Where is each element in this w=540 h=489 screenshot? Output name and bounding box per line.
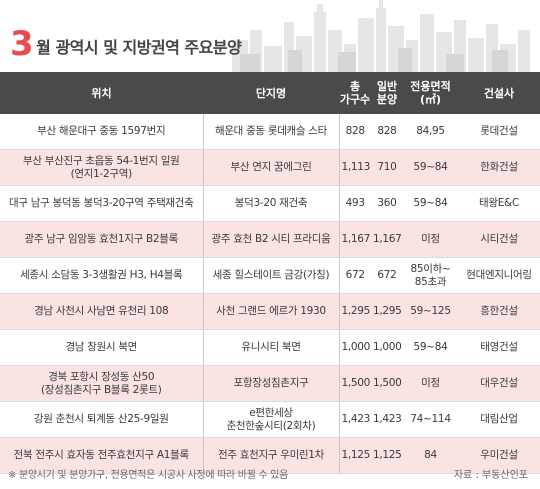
cell-sale: 1,295 [371, 293, 403, 330]
title-banner: 3 월 광역시 및 지방권역 주요분양 [0, 0, 540, 72]
table-row: 강원 춘천시 퇴계동 산25-9일원 e편한세상 춘천한숲시티(2회차) 1,42… [0, 401, 540, 438]
cell-area: 59~84 [403, 185, 458, 222]
cell-builder: 흥한건설 [458, 293, 540, 330]
cell-location: 부산 부산진구 초읍동 54-1번지 일원 (연지1-2구역) [0, 149, 204, 186]
cell-complex: e편한세상 춘천한숲시티(2회차) [203, 401, 340, 438]
table-header-row: 위치 단지명 총 가구수 일반 분양 전용면적 (㎡) 건설사 [0, 72, 540, 114]
cell-total: 672 [339, 257, 371, 294]
cell-location: 경남 사천시 사남면 유천리 108 [0, 293, 204, 330]
cell-builder: 대림산업 [458, 401, 540, 438]
cell-location: 경남 창원시 북면 [0, 329, 204, 366]
source-credit: 자료 : 부동산인포 [453, 470, 528, 481]
cell-sale: 672 [371, 257, 403, 294]
col-header-area: 전용면적 (㎡) [403, 72, 458, 114]
cell-complex: 부산 연지 꿈에그린 [203, 149, 340, 186]
cell-sale: 360 [371, 185, 403, 222]
cell-total: 1,000 [339, 329, 371, 366]
cell-sale: 710 [371, 149, 403, 186]
cell-total: 1,500 [339, 365, 371, 402]
cell-sale: 828 [371, 114, 403, 150]
cell-builder: 대우건설 [458, 365, 540, 402]
cell-location: 경북 포항시 장성동 산50 (장성침촌지구 B블록 2롯트) [0, 365, 204, 402]
table-row: 세종시 소담동 3-3생활권 H3, H4블록 세종 힐스테이트 금강(가칭) … [0, 257, 540, 294]
title-text: 월 광역시 및 지방권역 주요분양 [36, 38, 242, 57]
table-row: 경남 사천시 사남면 유천리 108 사천 그랜드 에르가 1930 1,295… [0, 293, 540, 330]
table-row: 부산 해운대구 중동 1597번지 해운대 중동 롯데캐슬 스타 828 828… [0, 114, 540, 150]
col-header-location: 위치 [0, 72, 203, 114]
col-header-complex: 단지명 [203, 72, 339, 114]
cell-complex: 세종 힐스테이트 금강(가칭) [203, 257, 340, 294]
cell-builder: 한화건설 [458, 149, 540, 186]
cell-total: 1,423 [339, 401, 371, 438]
apartment-sales-table: 위치 단지명 총 가구수 일반 분양 전용면적 (㎡) 건설사 부산 해운대구 중동 … [0, 72, 540, 474]
cell-builder: 태왕E&C [458, 185, 540, 222]
cell-area: 84 [403, 437, 458, 474]
title-month-number: 3 [10, 24, 34, 64]
table-row: 경북 포항시 장성동 산50 (장성침촌지구 B블록 2롯트) 포항장성침촌지구 … [0, 365, 540, 402]
cell-total: 1,113 [339, 149, 371, 186]
cell-complex: 해운대 중동 롯데캐슬 스타 [203, 114, 340, 150]
cell-location: 전북 전주시 효자동 전주효천지구 A1블록 [0, 437, 204, 474]
table-row: 대구 남구 봉덕동 봉덕3-20구역 주택재건축 봉덕3-20 재건축 493 … [0, 185, 540, 222]
table-row: 경남 창원시 북면 유니시티 북면 1,000 1,000 59~84 태영건설 [0, 329, 540, 366]
cell-sale: 1,000 [371, 329, 403, 366]
cell-complex: 봉덕3-20 재건축 [203, 185, 340, 222]
cell-builder: 우미건설 [458, 437, 540, 474]
cell-area: 미정 [403, 365, 458, 402]
cell-location: 광주 남구 임암동 효천1지구 B2블록 [0, 221, 204, 258]
cell-location: 강원 춘천시 퇴계동 산25-9일원 [0, 401, 204, 438]
cell-complex: 포항장성침촌지구 [203, 365, 340, 402]
cell-complex: 광주 효천 B2 시티 프라디움 [203, 221, 340, 258]
cell-area: 85이하~ 85초과 [403, 257, 458, 294]
cell-sale: 1,423 [371, 401, 403, 438]
cell-area: 59~125 [403, 293, 458, 330]
cell-area: 59~84 [403, 329, 458, 366]
table-row: 광주 남구 임암동 효천1지구 B2블록 광주 효천 B2 시티 프라디움 1,… [0, 221, 540, 258]
page-title: 3 월 광역시 및 지방권역 주요분양 [10, 20, 242, 64]
city-skyline-illustration [232, 0, 530, 72]
cell-area: 74~114 [403, 401, 458, 438]
cell-builder: 시티건설 [458, 221, 540, 258]
cell-total: 1,167 [339, 221, 371, 258]
cell-total: 828 [339, 114, 371, 150]
cell-area: 미정 [403, 221, 458, 258]
cell-area: 84,95 [403, 114, 458, 150]
cell-total: 493 [339, 185, 371, 222]
cell-sale: 1,125 [371, 437, 403, 474]
cell-complex: 유니시티 북면 [203, 329, 340, 366]
cell-area: 59~84 [403, 149, 458, 186]
cell-total: 1,125 [339, 437, 371, 474]
cell-location: 대구 남구 봉덕동 봉덕3-20구역 주택재건축 [0, 185, 204, 222]
cell-complex: 사천 그랜드 에르가 1930 [203, 293, 340, 330]
col-header-total: 총 가구수 [339, 72, 371, 114]
table-row: 부산 부산진구 초읍동 54-1번지 일원 (연지1-2구역) 부산 연지 꿈에그… [0, 149, 540, 186]
cell-location: 세종시 소담동 3-3생활권 H3, H4블록 [0, 257, 204, 294]
cell-sale: 1,500 [371, 365, 403, 402]
cell-complex: 전주 효천지구 우미린1차 [203, 437, 340, 474]
cell-sale: 1,167 [371, 221, 403, 258]
footnote: ※ 분양시기 및 분양가구, 전용면적은 시공사 사정에 따라 바뀔 수 있음 [8, 470, 289, 481]
col-header-builder: 건설사 [458, 72, 540, 114]
cell-builder: 태영건설 [458, 329, 540, 366]
table-row: 전북 전주시 효자동 전주효천지구 A1블록 전주 효천지구 우미린1차 1,1… [0, 437, 540, 474]
cell-builder: 롯데건설 [458, 114, 540, 150]
cell-builder: 현대엔지니어링 [458, 257, 540, 294]
cell-total: 1,295 [339, 293, 371, 330]
cell-location: 부산 해운대구 중동 1597번지 [0, 114, 204, 150]
col-header-sale: 일반 분양 [371, 72, 403, 114]
